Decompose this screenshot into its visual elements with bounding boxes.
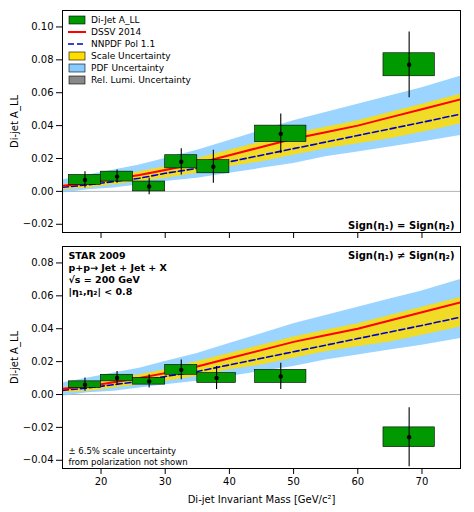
svg-text:60: 60: [351, 476, 364, 487]
html-text:NNPDF Pol 1.1: NNPDF Pol 1.1: [91, 39, 156, 49]
svg-text:0.06: 0.06: [31, 290, 53, 301]
svg-text:−0.02: −0.02: [23, 422, 54, 433]
svg-text:30: 30: [159, 476, 172, 487]
svg-text:STAR 2009p+p→ Jet + Jet + X√s: STAR 2009p+p→ Jet + Jet + X√s = 200 GeV|…: [69, 250, 168, 297]
svg-text:50: 50: [287, 476, 300, 487]
svg-text:0.08: 0.08: [31, 257, 53, 268]
svg-text:0.04: 0.04: [31, 323, 53, 334]
svg-text:0.02: 0.02: [31, 356, 53, 367]
svg-text:−0.02: −0.02: [23, 218, 54, 229]
html-text:Scale Uncertainty: Scale Uncertainty: [91, 51, 171, 61]
svg-text:0.10: 0.10: [31, 21, 53, 32]
svg-text:Di-jet Invariant Mass [GeV/c²]: Di-jet Invariant Mass [GeV/c²]: [188, 494, 336, 505]
svg-text:0.06: 0.06: [31, 87, 53, 98]
svg-text:Di-jet A_LL: Di-jet A_LL: [9, 331, 21, 385]
svg-text:0.00: 0.00: [31, 186, 53, 197]
svg-text:0.02: 0.02: [31, 153, 53, 164]
svg-text:0.00: 0.00: [31, 389, 53, 400]
svg-text:40: 40: [223, 476, 236, 487]
svg-text:−0.04: −0.04: [23, 454, 54, 465]
svg-text:70: 70: [416, 476, 429, 487]
svg-text:± 6.5% scale uncertaintyfrom p: ± 6.5% scale uncertaintyfrom polarizatio…: [69, 446, 188, 467]
svg-text:Di-jet A_LL: Di-jet A_LL: [9, 95, 21, 149]
html-text:DSSV 2014: DSSV 2014: [91, 27, 142, 37]
svg-text:0.04: 0.04: [31, 120, 53, 131]
svg-text:20: 20: [95, 476, 108, 487]
html-text:Di-Jet A_LL: Di-Jet A_LL: [91, 15, 140, 25]
svg-text:Sign(η₁) ≠ Sign(η₂): Sign(η₁) ≠ Sign(η₂): [348, 250, 454, 261]
svg-text:0.08: 0.08: [31, 54, 53, 65]
svg-text:Sign(η₁) = Sign(η₂): Sign(η₁) = Sign(η₂): [348, 220, 454, 231]
html-text:PDF Uncertainty: PDF Uncertainty: [91, 63, 164, 73]
html-text:Rel. Lumi. Uncertainty: Rel. Lumi. Uncertainty: [91, 75, 191, 85]
